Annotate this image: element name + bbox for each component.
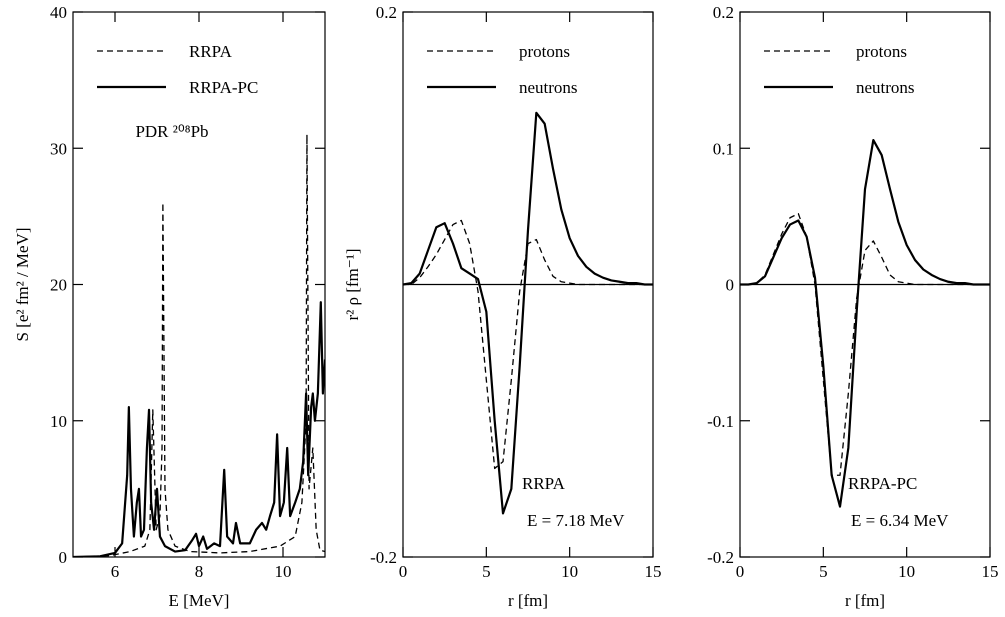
x-tick-label: 10 [275,562,292,581]
data-line [740,213,990,476]
legend-label: protons [519,42,570,61]
x-tick-label: 5 [482,562,491,581]
y-tick-label: 40 [50,3,67,22]
x-tick-label: 0 [736,562,745,581]
annotation: E = 6.34 MeV [851,511,949,530]
legend-label: neutrons [519,78,578,97]
legend-label: protons [856,42,907,61]
data-line [73,133,325,557]
y-tick-label: 10 [50,412,67,431]
legend-label: RRPA [189,42,233,61]
y-tick-label: -0.2 [707,548,734,567]
y-tick-label: 0.2 [713,3,734,22]
data-line [73,301,325,557]
x-axis-label: r [fm] [845,591,885,610]
x-tick-label: 10 [561,562,578,581]
x-tick-label: 10 [898,562,915,581]
y-tick-label: -0.2 [370,548,397,567]
y-tick-label: 0.1 [713,139,734,158]
y-tick-label: 20 [50,276,67,295]
annotation: RRPA [522,474,566,493]
y-tick-label: 30 [50,139,67,158]
y-axis-label: S [e² fm² / MeV] [13,227,32,341]
data-line [403,111,653,515]
data-line [403,219,653,470]
y-tick-label: 0 [59,548,68,567]
x-tick-label: 8 [195,562,204,581]
x-tick-label: 5 [819,562,828,581]
legend-label: neutrons [856,78,915,97]
x-tick-label: 15 [645,562,662,581]
data-line [740,138,990,508]
y-axis-label: r² ρ [fm⁻¹] [343,248,362,320]
y-tick-label: -0.1 [707,412,734,431]
y-tick-label: 0 [726,276,735,295]
x-axis-label: E [MeV] [169,591,230,610]
annotation: E = 7.18 MeV [527,511,625,530]
x-tick-label: 0 [399,562,408,581]
x-axis-label: r [fm] [508,591,548,610]
annotation: RRPA-PC [848,474,917,493]
legend-label: RRPA-PC [189,78,258,97]
y-tick-label: 0.2 [376,3,397,22]
annotation: PDR ²⁰⁸Pb [135,122,208,141]
x-tick-label: 6 [111,562,120,581]
x-tick-label: 15 [982,562,999,581]
